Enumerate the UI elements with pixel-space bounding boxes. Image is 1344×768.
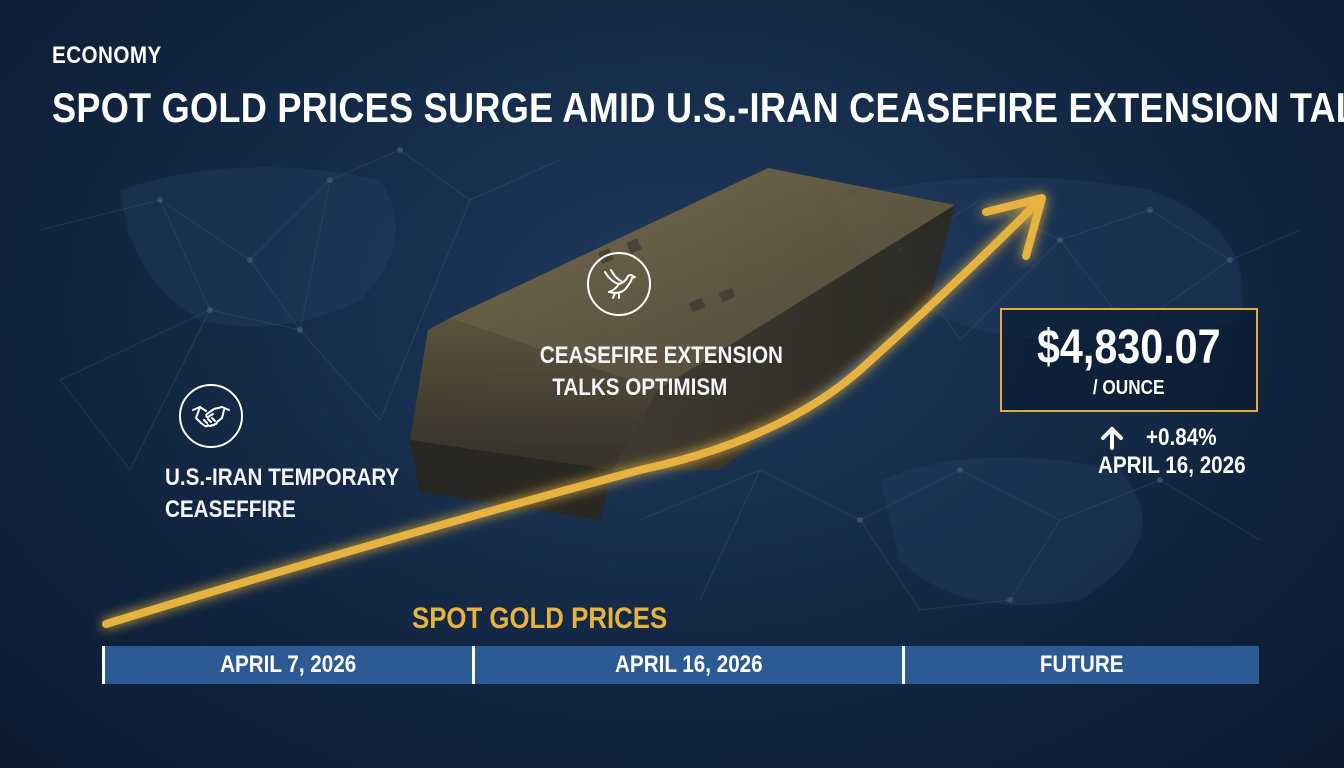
timeline-segment: APRIL 16, 2026 bbox=[472, 646, 902, 684]
price-date: APRIL 16, 2026 bbox=[1098, 452, 1246, 479]
price-value: $4,830.07 bbox=[1037, 321, 1221, 374]
price-box: $4,830.07 / OUNCE bbox=[1000, 308, 1258, 412]
price-unit: / OUNCE bbox=[1093, 377, 1165, 399]
event-label-extension-talks: CEASEFIRE EXTENSION TALKS OPTIMISM bbox=[539, 342, 783, 401]
up-arrow-icon bbox=[1101, 427, 1123, 450]
timeline-bar: APRIL 7, 2026 APRIL 16, 2026 FUTURE bbox=[102, 646, 1259, 684]
handshake-icon bbox=[179, 384, 243, 448]
timeline-segment: FUTURE bbox=[902, 646, 1259, 684]
event-label-ceasefire: U.S.-IRAN TEMPORARY CEASEFFIRE bbox=[165, 464, 400, 523]
category-label: ECONOMY bbox=[52, 42, 162, 69]
dove-icon bbox=[587, 252, 651, 316]
price-change: +0.84% bbox=[1098, 424, 1228, 452]
price-change-value: +0.84% bbox=[1146, 424, 1217, 451]
page-title: SPOT GOLD PRICES SURGE AMID U.S.-IRAN CE… bbox=[52, 84, 1344, 131]
timeline-segment: APRIL 7, 2026 bbox=[102, 646, 472, 684]
series-label: SPOT GOLD PRICES bbox=[412, 602, 668, 635]
